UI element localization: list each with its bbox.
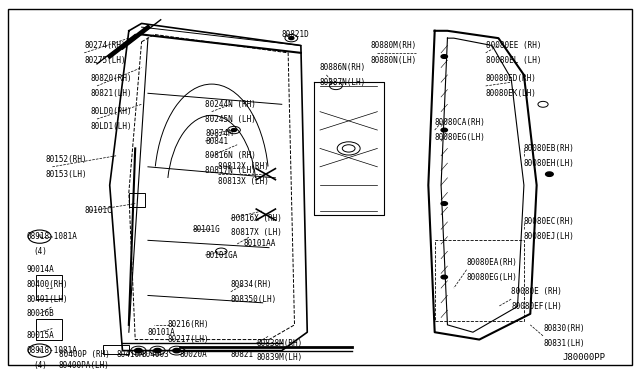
Text: 80015A: 80015A: [27, 331, 54, 340]
Text: 80275(LH): 80275(LH): [84, 56, 126, 65]
Circle shape: [232, 129, 237, 132]
Text: 80817X (LH): 80817X (LH): [231, 228, 282, 237]
Text: 80274(RH): 80274(RH): [84, 41, 126, 50]
Text: 80817N (LH): 80817N (LH): [205, 166, 256, 175]
Text: 80821(LH): 80821(LH): [91, 89, 132, 98]
Text: 80400(RH): 80400(RH): [27, 280, 68, 289]
Circle shape: [134, 349, 142, 353]
Text: 80813X (LH): 80813X (LH): [218, 177, 269, 186]
Text: (4): (4): [33, 361, 47, 370]
Text: 804003: 804003: [141, 350, 170, 359]
Circle shape: [289, 37, 294, 39]
Text: 80080EA(RH): 80080EA(RH): [467, 258, 517, 267]
Text: 80080CA(RH): 80080CA(RH): [435, 118, 486, 127]
Text: 80880N(LH): 80880N(LH): [371, 56, 417, 65]
Text: 08918-1081A: 08918-1081A: [27, 232, 77, 241]
Text: 80841: 80841: [205, 137, 228, 145]
Circle shape: [441, 275, 447, 279]
Bar: [129, 193, 145, 207]
Text: 80830(RH): 80830(RH): [543, 324, 585, 333]
Bar: [435, 240, 524, 321]
Text: 80816X (RH): 80816X (RH): [231, 214, 282, 223]
Text: 80101A: 80101A: [148, 328, 176, 337]
Text: 80410M: 80410M: [116, 350, 144, 359]
Text: 80152(RH): 80152(RH): [46, 155, 88, 164]
Bar: [36, 275, 62, 299]
Text: 80080E (RH): 80080E (RH): [511, 287, 562, 296]
Text: 80080EH(LH): 80080EH(LH): [524, 158, 575, 168]
Text: 80080EG(LH): 80080EG(LH): [467, 273, 517, 282]
Text: 80080EE (RH): 80080EE (RH): [486, 41, 541, 50]
Text: 80838M(RH): 80838M(RH): [256, 339, 303, 348]
Text: 80839M(LH): 80839M(LH): [256, 353, 303, 362]
Text: 80244N (RH): 80244N (RH): [205, 100, 256, 109]
Text: 80245N (LH): 80245N (LH): [205, 115, 256, 124]
Circle shape: [441, 202, 447, 205]
Text: N: N: [38, 348, 42, 353]
Text: 80101C: 80101C: [84, 206, 112, 215]
Text: 80821D: 80821D: [282, 30, 310, 39]
Text: 80816N (RH): 80816N (RH): [205, 151, 256, 160]
Text: 80820(RH): 80820(RH): [91, 74, 132, 83]
Text: 80080ED(RH): 80080ED(RH): [486, 74, 536, 83]
Text: 80400PA(LH): 80400PA(LH): [59, 361, 109, 370]
Text: 80821: 80821: [231, 350, 254, 359]
Text: 80080EK(LH): 80080EK(LH): [486, 89, 536, 98]
Text: 08918-1081A: 08918-1081A: [27, 346, 77, 355]
Text: 808350(LH): 808350(LH): [231, 295, 277, 304]
Text: 80101GA: 80101GA: [205, 250, 237, 260]
Bar: [36, 319, 62, 340]
Text: 80101G: 80101G: [193, 225, 220, 234]
Text: 80LD1(LH): 80LD1(LH): [91, 122, 132, 131]
Text: 90014A: 90014A: [27, 265, 54, 274]
Text: 80080EL (LH): 80080EL (LH): [486, 56, 541, 65]
Text: 80886N(RH): 80886N(RH): [320, 63, 366, 72]
Text: 80153(LH): 80153(LH): [46, 170, 88, 179]
Text: 80LD0(RH): 80LD0(RH): [91, 107, 132, 116]
Text: 80880M(RH): 80880M(RH): [371, 41, 417, 50]
Text: 80016B: 80016B: [27, 310, 54, 318]
Text: 80216(RH): 80216(RH): [167, 320, 209, 329]
Text: 80080EJ(LH): 80080EJ(LH): [524, 232, 575, 241]
Circle shape: [154, 349, 161, 353]
Text: 80874M: 80874M: [205, 129, 233, 138]
Text: 80400P (RH): 80400P (RH): [59, 350, 109, 359]
Circle shape: [173, 349, 180, 353]
FancyBboxPatch shape: [8, 9, 632, 365]
Bar: [103, 345, 129, 354]
Text: (4): (4): [33, 247, 47, 256]
Circle shape: [545, 172, 553, 176]
Text: 80812X (RH): 80812X (RH): [218, 162, 269, 171]
Text: 80080EG(LH): 80080EG(LH): [435, 133, 486, 142]
Text: 80020A: 80020A: [180, 350, 207, 359]
Text: 80831(LH): 80831(LH): [543, 339, 585, 348]
Text: 80887N(LH): 80887N(LH): [320, 78, 366, 87]
Text: 80080EF(LH): 80080EF(LH): [511, 302, 562, 311]
Text: N: N: [38, 234, 42, 239]
Text: 80401(LH): 80401(LH): [27, 295, 68, 304]
Text: 80101AA: 80101AA: [244, 240, 276, 248]
Circle shape: [441, 128, 447, 132]
Text: J80000PP: J80000PP: [562, 353, 605, 362]
Text: 80080EC(RH): 80080EC(RH): [524, 218, 575, 227]
Text: 80080EB(RH): 80080EB(RH): [524, 144, 575, 153]
Text: 80834(RH): 80834(RH): [231, 280, 273, 289]
Text: 80217(LH): 80217(LH): [167, 335, 209, 344]
Circle shape: [441, 55, 447, 58]
